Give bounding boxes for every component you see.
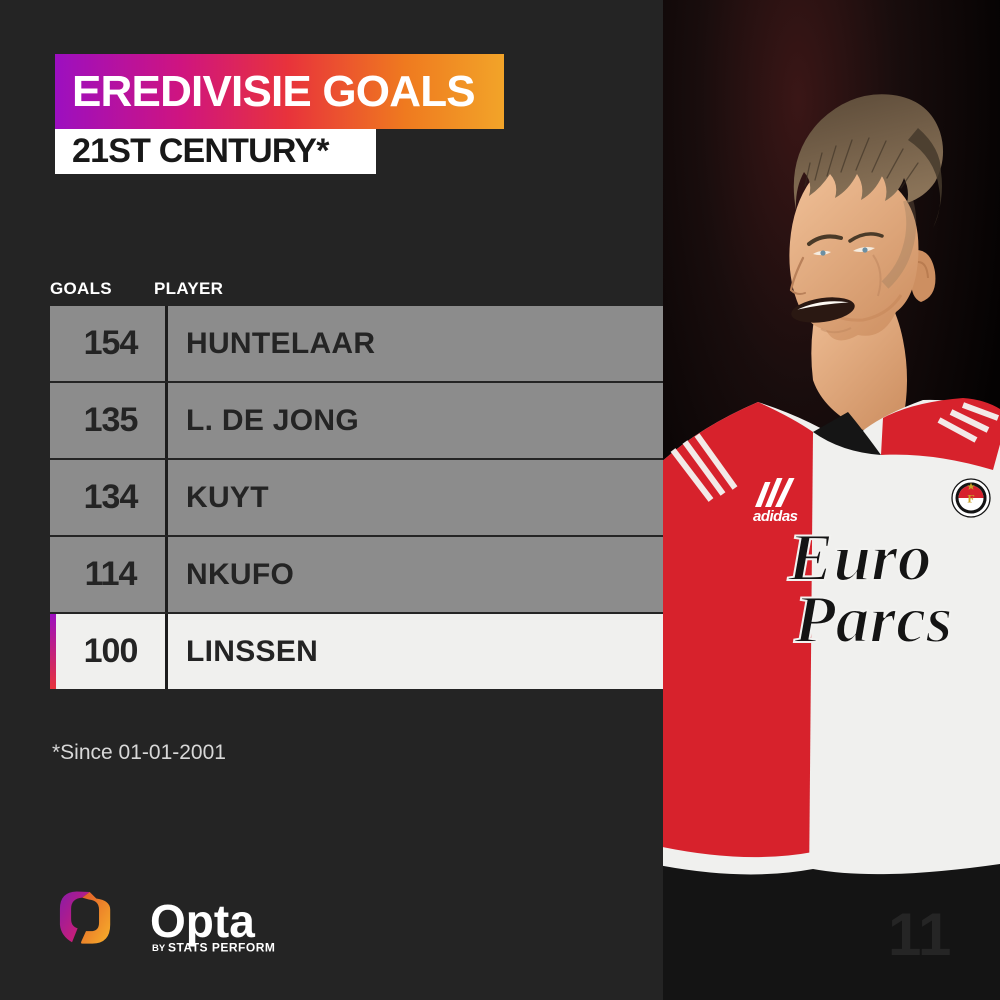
svg-text:BY: BY [152,943,166,954]
svg-text:Parcs: Parcs [793,581,953,657]
svg-text:11: 11 [888,901,951,968]
svg-text:F: F [967,492,974,506]
svg-text:Opta: Opta [150,895,255,947]
svg-text:STATS PERFORM: STATS PERFORM [168,941,275,955]
svg-text:adidas: adidas [753,508,798,525]
